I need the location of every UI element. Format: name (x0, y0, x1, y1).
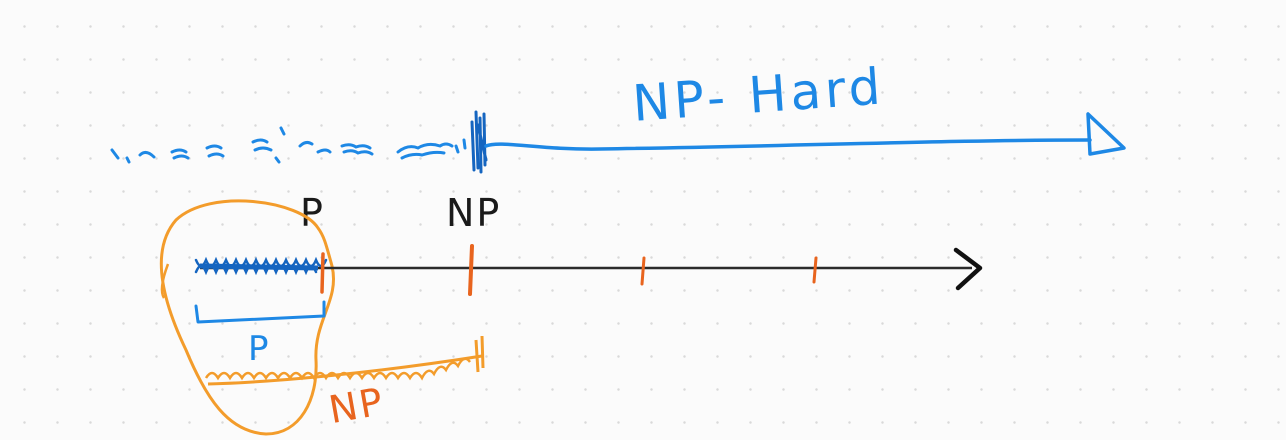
np-hard-label: NP- Hard (631, 57, 886, 132)
np-axis-label: NP (446, 191, 501, 235)
complexity-axis-arrowhead (953, 247, 983, 291)
np-region-label: NP (326, 379, 388, 432)
p-axis-label: P (300, 191, 323, 235)
p-enclosing-loop (159, 199, 335, 436)
np-region-wave (204, 357, 471, 381)
np-boundary-scribble (474, 335, 485, 373)
p-tick (320, 252, 325, 294)
np-hard-boundary-scribble (470, 110, 488, 174)
np-tick (468, 244, 474, 296)
np-hard-arrow-line (484, 138, 1092, 151)
p-region-scribble-core (199, 263, 319, 271)
tick-4 (812, 256, 818, 284)
np-hard-dashes (110, 126, 467, 164)
p-bracket-label: P (248, 329, 269, 369)
loop-stroke-tail (160, 263, 170, 299)
p-bracket (194, 300, 326, 324)
np-hard-arrow-head (1086, 112, 1126, 156)
np-region-baseline (207, 354, 483, 386)
tick-3 (640, 256, 646, 286)
